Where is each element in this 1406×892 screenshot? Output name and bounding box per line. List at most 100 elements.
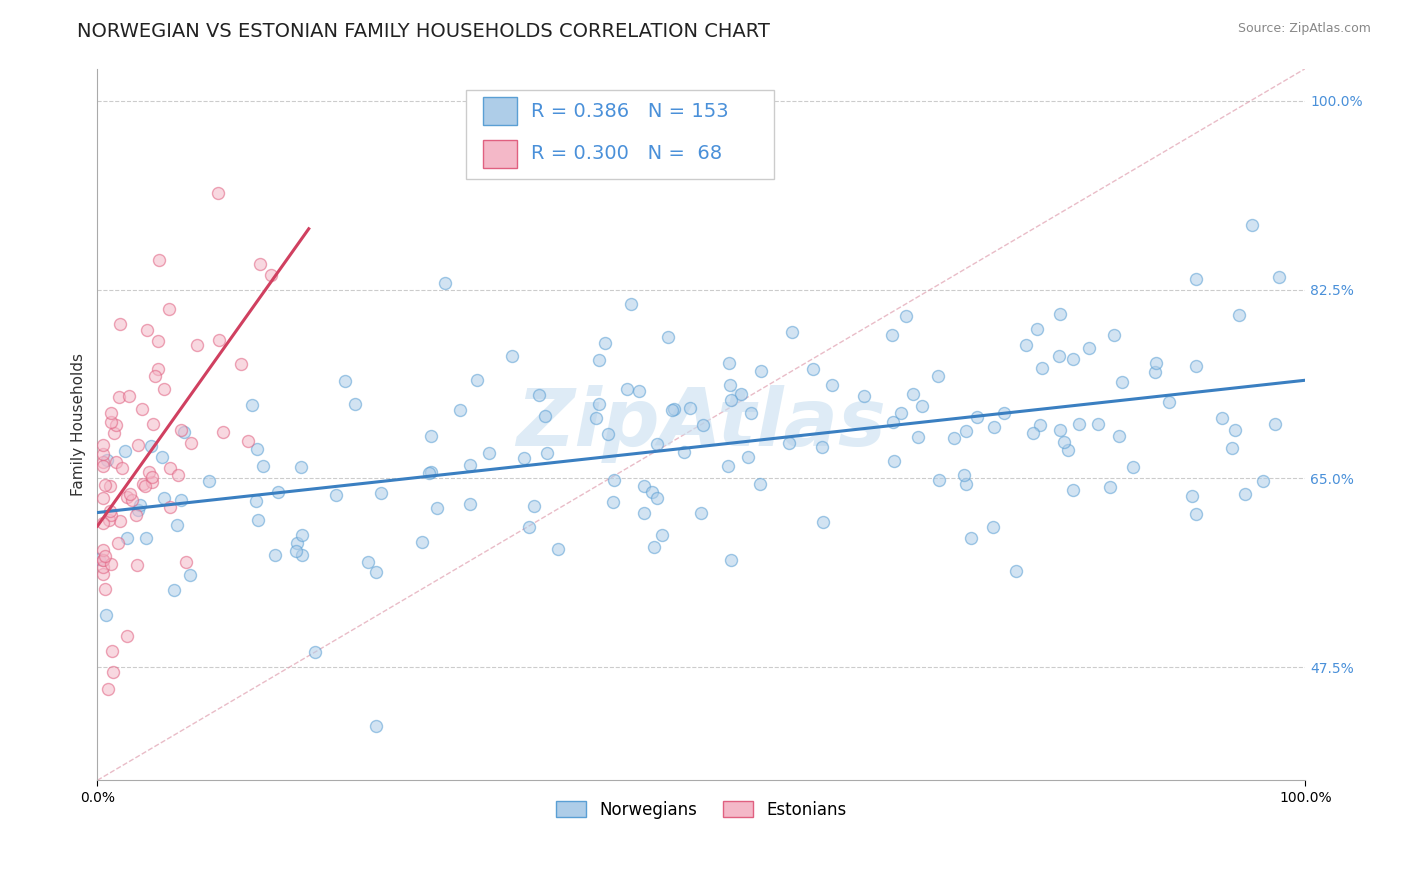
Point bbox=[465, 373, 488, 387]
Point bbox=[127, 438, 149, 452]
Point bbox=[138, 465, 160, 479]
Point bbox=[357, 555, 380, 569]
Point bbox=[93, 553, 115, 567]
Point bbox=[142, 417, 165, 431]
Point bbox=[212, 425, 235, 439]
Point bbox=[596, 427, 619, 442]
Point bbox=[198, 474, 221, 488]
Point bbox=[148, 252, 170, 267]
Point bbox=[927, 368, 949, 383]
Point bbox=[1108, 429, 1130, 443]
Point bbox=[180, 436, 202, 450]
Point bbox=[107, 390, 129, 404]
Point bbox=[93, 516, 115, 531]
FancyBboxPatch shape bbox=[465, 90, 773, 178]
Point bbox=[240, 398, 263, 412]
Point bbox=[901, 387, 924, 401]
Point bbox=[603, 473, 626, 487]
Point bbox=[517, 520, 540, 534]
Point bbox=[157, 301, 180, 316]
Point bbox=[153, 491, 176, 505]
Point bbox=[370, 486, 392, 500]
Point bbox=[1057, 442, 1080, 457]
FancyBboxPatch shape bbox=[482, 140, 516, 169]
Point bbox=[131, 401, 153, 416]
Point bbox=[478, 446, 501, 460]
Point bbox=[150, 450, 173, 464]
Text: R = 0.300   N =  68: R = 0.300 N = 68 bbox=[531, 145, 723, 163]
Point bbox=[264, 548, 287, 562]
Point bbox=[141, 475, 163, 490]
Point bbox=[163, 582, 186, 597]
Point bbox=[690, 506, 713, 520]
Point bbox=[1223, 423, 1246, 437]
Point bbox=[955, 477, 977, 491]
Point bbox=[1062, 352, 1084, 367]
Point bbox=[811, 515, 834, 529]
Legend: Norwegians, Estonians: Norwegians, Estonians bbox=[550, 794, 853, 825]
Point bbox=[730, 387, 752, 401]
Point bbox=[1022, 426, 1045, 441]
Point bbox=[657, 330, 679, 344]
Point bbox=[93, 491, 115, 506]
Point bbox=[1028, 417, 1050, 432]
Point bbox=[290, 460, 312, 475]
Point bbox=[588, 397, 610, 411]
Point bbox=[651, 528, 673, 542]
Point bbox=[952, 468, 974, 483]
Point bbox=[536, 446, 558, 460]
Point bbox=[1211, 411, 1233, 425]
Point bbox=[100, 479, 122, 493]
Point bbox=[1062, 483, 1084, 497]
Point bbox=[231, 357, 253, 371]
Point bbox=[146, 334, 169, 349]
Point bbox=[115, 491, 138, 505]
Point bbox=[103, 425, 125, 440]
Point bbox=[93, 447, 115, 461]
Point bbox=[981, 520, 1004, 534]
Point bbox=[894, 309, 917, 323]
Point bbox=[811, 440, 834, 454]
Point bbox=[110, 318, 132, 332]
Point bbox=[801, 362, 824, 376]
Point bbox=[108, 514, 131, 528]
Point bbox=[127, 503, 149, 517]
Point bbox=[720, 392, 742, 407]
Point bbox=[633, 479, 655, 493]
Point bbox=[94, 549, 117, 563]
Point bbox=[141, 439, 163, 453]
Text: NORWEGIAN VS ESTONIAN FAMILY HOUSEHOLDS CORRELATION CHART: NORWEGIAN VS ESTONIAN FAMILY HOUSEHOLDS … bbox=[77, 22, 770, 41]
Point bbox=[673, 445, 696, 459]
Point bbox=[267, 485, 290, 500]
Point bbox=[291, 528, 314, 542]
Point bbox=[93, 455, 115, 469]
Point bbox=[627, 384, 650, 398]
Point bbox=[501, 350, 523, 364]
Point bbox=[1005, 565, 1028, 579]
Point bbox=[98, 513, 121, 527]
Point bbox=[236, 434, 259, 448]
Point bbox=[1049, 423, 1071, 437]
Point bbox=[911, 399, 934, 413]
Point bbox=[1227, 308, 1250, 322]
Point bbox=[778, 436, 800, 450]
Point bbox=[620, 296, 643, 310]
Point bbox=[1184, 507, 1206, 521]
Point bbox=[325, 487, 347, 501]
Point bbox=[125, 558, 148, 573]
Point bbox=[1087, 417, 1109, 431]
Point bbox=[159, 500, 181, 514]
Point bbox=[960, 531, 983, 545]
Point bbox=[115, 629, 138, 643]
Point bbox=[955, 424, 977, 438]
Point bbox=[179, 568, 201, 582]
Point bbox=[93, 543, 115, 558]
Point bbox=[529, 388, 551, 402]
Point bbox=[588, 352, 610, 367]
Point bbox=[121, 493, 143, 508]
Point bbox=[1185, 271, 1208, 285]
Point bbox=[1015, 337, 1038, 351]
Point bbox=[1053, 434, 1076, 449]
Point bbox=[173, 425, 195, 439]
Point bbox=[449, 402, 471, 417]
